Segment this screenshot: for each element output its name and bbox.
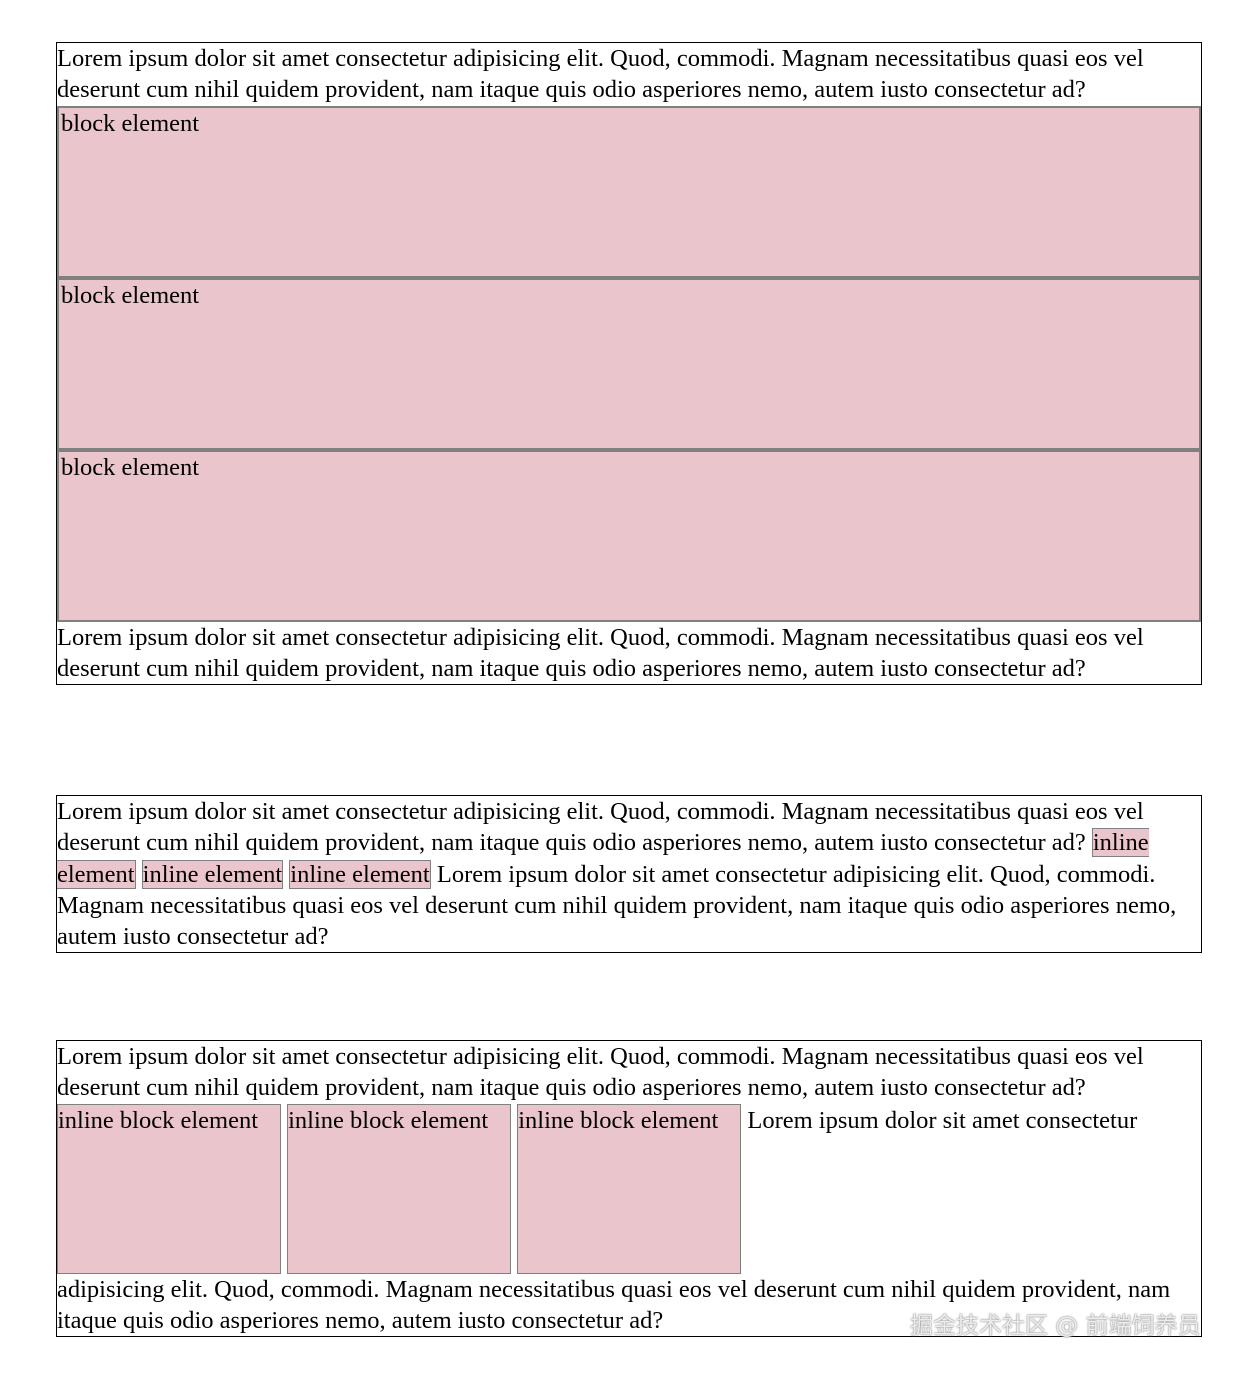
inline-block-element: inline block element	[287, 1103, 512, 1274]
inline-block-element: inline block element	[57, 1103, 281, 1274]
paragraph: Lorem ipsum dolor sit amet consectetur a…	[57, 1106, 1171, 1334]
paragraph: Lorem ipsum dolor sit amet consectetur a…	[57, 45, 1144, 104]
paragraph: Lorem ipsum dolor sit amet consectetur a…	[57, 623, 1144, 682]
paragraph: Lorem ipsum dolor sit amet consectetur a…	[57, 798, 1144, 857]
paragraph: Lorem ipsum dolor sit amet consectetur a…	[57, 860, 1177, 951]
block-element: block element	[57, 105, 1201, 278]
block-element: block element	[57, 277, 1201, 450]
inline-element: inline element	[141, 859, 284, 889]
inline-demo-section: Lorem ipsum dolor sit amet consectetur a…	[56, 795, 1202, 954]
block-element: block element	[57, 449, 1201, 622]
paragraph: Lorem ipsum dolor sit amet consectetur a…	[57, 1043, 1144, 1102]
inline-element: inline element	[289, 859, 431, 889]
block-demo-section: Lorem ipsum dolor sit amet consectetur a…	[56, 42, 1202, 686]
inline-block-demo-section: Lorem ipsum dolor sit amet consectetur a…	[56, 1040, 1202, 1338]
watermark: 掘金技术社区 @ 前端饲养员	[910, 1313, 1201, 1339]
inline-block-element: inline block element	[517, 1103, 742, 1274]
